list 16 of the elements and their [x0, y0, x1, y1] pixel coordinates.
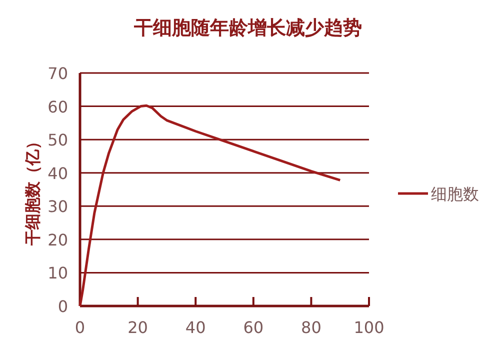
title: 干细胞随年龄增长减少趋势: [134, 17, 362, 39]
x-tick-label: 40: [185, 318, 206, 337]
y-tick-label: 0: [58, 297, 68, 316]
y-tick-label: 40: [48, 164, 68, 183]
y-tick-label: 30: [48, 197, 68, 216]
y-tick-label: 10: [48, 264, 68, 283]
y-tick-label: 20: [48, 230, 68, 250]
x-tick-label: 20: [128, 318, 148, 337]
x-tick-label: 60: [243, 318, 264, 337]
ylabel: 干细胞数（亿）: [23, 134, 42, 246]
y-tick-label: 60: [48, 97, 68, 116]
y-tick-label: 70: [48, 64, 68, 83]
x-tick-label: 80: [301, 318, 322, 337]
y-tick-label: 50: [48, 130, 68, 150]
x-tick-label: 0: [74, 318, 86, 337]
x-tick-label: 100: [354, 318, 384, 337]
